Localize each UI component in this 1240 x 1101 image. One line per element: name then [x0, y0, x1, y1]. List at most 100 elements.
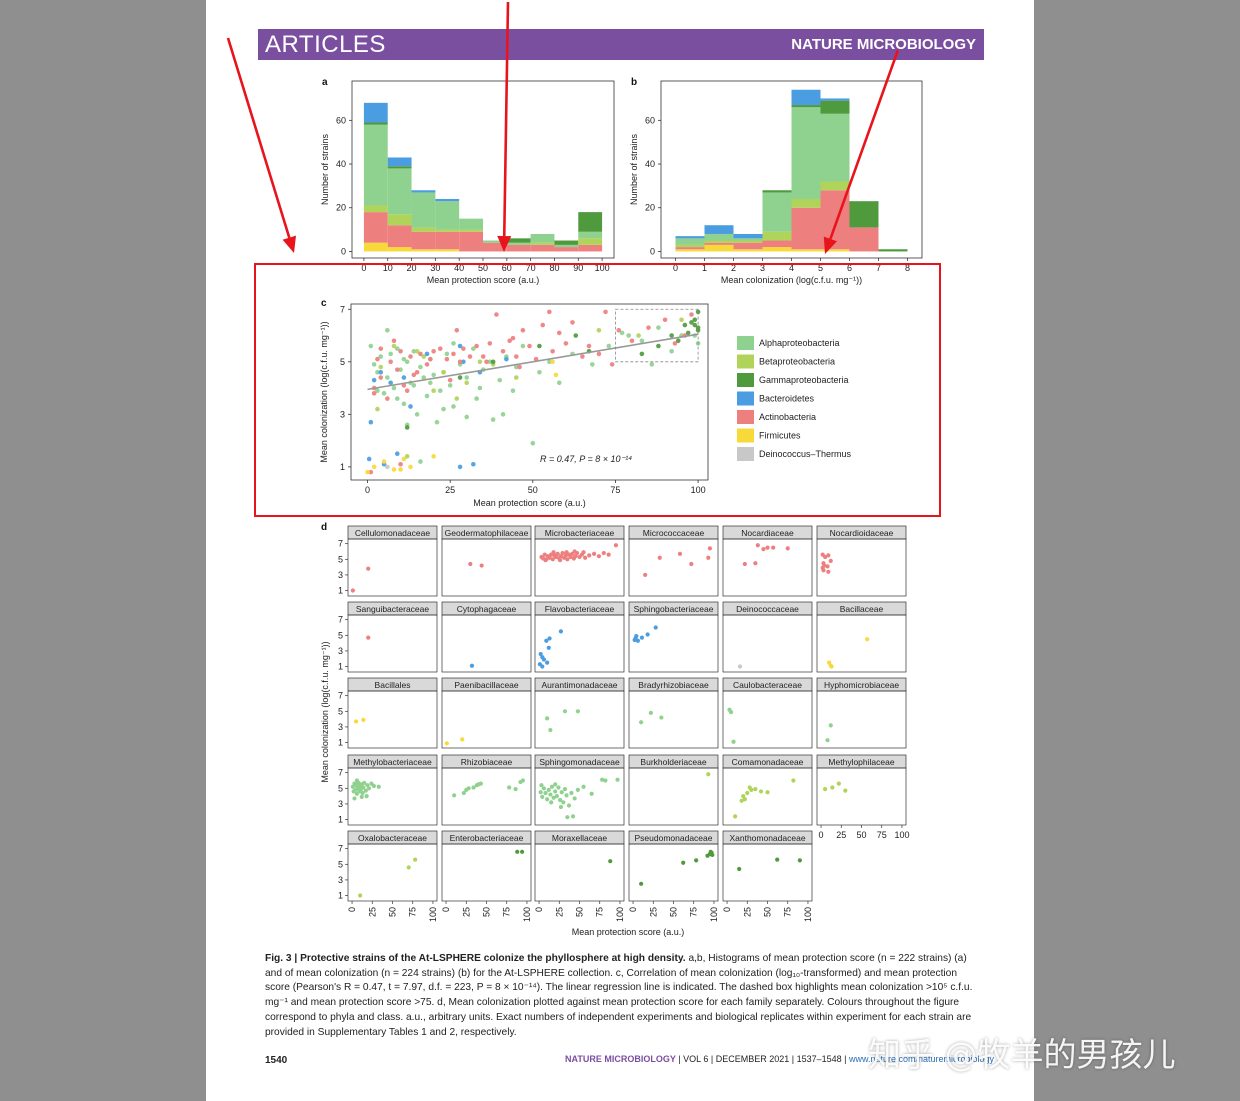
x-tick-label: 1 — [702, 263, 707, 273]
point — [413, 857, 418, 862]
point-gammaproteobacteria — [639, 351, 645, 357]
x-tick-label: 100 — [522, 907, 532, 922]
point — [554, 794, 559, 799]
histogram-panel-b: b 0 20 40 60 0 1 2 3 4 5 6 7 8 Mean colonization (log(… — [629, 77, 923, 285]
point — [733, 814, 738, 819]
point-actinobacteria — [487, 341, 493, 346]
bar-betaproteobacteria — [762, 231, 792, 241]
y-tick-label: 5 — [338, 554, 343, 564]
point-firmicutes — [365, 469, 370, 475]
x-tick-label: 25 — [742, 907, 752, 917]
bar-bacteroidetes — [435, 199, 460, 202]
point-alphaproteobacteria — [424, 393, 430, 399]
point-actinobacteria — [371, 391, 377, 396]
point — [515, 849, 520, 854]
y-tick-label: 3 — [340, 409, 345, 419]
point — [352, 796, 357, 801]
point-alphaproteobacteria — [556, 380, 562, 386]
point — [358, 893, 363, 898]
point — [540, 655, 545, 660]
point-actinobacteria — [457, 359, 463, 365]
point — [359, 794, 364, 799]
point — [558, 554, 563, 559]
x-axis-label: Mean protection score (a.u.) — [572, 927, 685, 937]
point — [570, 814, 576, 819]
bar-betaproteobacteria — [387, 214, 412, 226]
red-arrow-shaft — [226, 37, 291, 239]
point-actinobacteria — [437, 346, 443, 351]
y-tick-label: 7 — [338, 615, 343, 625]
x-tick-label: 10 — [383, 263, 393, 273]
point — [639, 720, 644, 725]
point-alphaproteobacteria — [431, 372, 436, 378]
point — [843, 788, 848, 793]
point-betaproteobacteria — [679, 317, 684, 323]
point-actinobacteria — [550, 348, 555, 354]
bar-actinobacteria — [704, 242, 734, 245]
point-bacteroidetes — [401, 375, 407, 380]
point-actinobacteria — [507, 338, 512, 344]
point-actinobacteria — [404, 388, 410, 393]
point — [825, 564, 830, 569]
facet-rhizobiaceae: Rhizobiaceae — [441, 754, 532, 826]
x-tick-label: 2 — [731, 263, 736, 273]
point-gammaproteobacteria — [537, 343, 542, 349]
point — [775, 857, 780, 862]
point-actinobacteria — [480, 354, 486, 359]
bar-betaproteobacteria — [791, 199, 821, 208]
bar-alphaproteobacteria — [762, 192, 792, 232]
point — [540, 794, 545, 799]
point-betaproteobacteria — [454, 396, 460, 401]
point-firmicutes — [371, 464, 377, 470]
point-alphaproteobacteria — [381, 391, 387, 396]
legend-label: Alphaproteobacteria — [759, 338, 840, 348]
legend-label: Bacteroidetes — [759, 394, 815, 404]
x-tick-label: 25 — [461, 907, 471, 917]
point-deinococcus–thermus — [385, 464, 390, 470]
point-betaproteobacteria — [596, 327, 602, 333]
point-actinobacteria — [454, 327, 460, 333]
point-actinobacteria — [494, 312, 499, 317]
facet-hyphomicrobiaceae: Hyphomicrobiaceae — [816, 677, 907, 749]
facet-title: Xanthomonadaceae — [729, 833, 805, 843]
bar-firmicutes — [762, 247, 792, 252]
bar-alphaproteobacteria — [820, 113, 850, 182]
y-axis-label: Mean colonization (log(c.f.u. mg⁻¹)) — [320, 641, 330, 782]
x-tick-label: 50 — [856, 830, 866, 840]
bar-actinobacteria — [578, 244, 603, 252]
x-tick-label: 4 — [789, 263, 794, 273]
facet-title: Rhizobiaceae — [461, 757, 513, 767]
x-tick-label: 0 — [628, 907, 638, 912]
x-tick-label: 40 — [454, 263, 464, 273]
point — [821, 568, 826, 573]
x-tick-label: 0 — [534, 907, 544, 912]
point-alphaproteobacteria — [649, 362, 655, 367]
point — [825, 738, 830, 743]
article-header-bar: ARTICLES NATURE MICROBIOLOGY — [258, 29, 984, 60]
bar-gammaproteobacteria — [849, 201, 879, 228]
facet-frame — [816, 538, 907, 597]
y-tick-label: 5 — [340, 357, 345, 367]
point-betaproteobacteria — [375, 406, 380, 412]
point-alphaproteobacteria — [451, 341, 456, 346]
bar-firmicutes — [363, 242, 388, 252]
facet-title: Sanguibacteraceae — [356, 604, 430, 614]
facet-title: Geodermatophilaceae — [445, 528, 529, 538]
point — [765, 545, 770, 550]
bar-actinobacteria — [762, 240, 792, 248]
y-tick-label: 5 — [338, 783, 343, 793]
point — [513, 786, 518, 792]
facet-frame — [722, 843, 813, 902]
point — [350, 588, 355, 593]
point-actinobacteria — [520, 327, 526, 333]
facet-caulobacteraceae: Caulobacteraceae — [722, 677, 813, 749]
point — [542, 552, 547, 557]
facet-title: Burkholderiaceae — [640, 757, 706, 767]
facet-frame — [628, 538, 719, 597]
x-tick-label: 0 — [347, 907, 357, 912]
point-alphaproteobacteria — [451, 404, 456, 409]
point — [540, 664, 545, 669]
point-firmicutes — [550, 359, 555, 365]
point-actinobacteria — [447, 377, 453, 383]
point-alphaproteobacteria — [510, 388, 516, 393]
